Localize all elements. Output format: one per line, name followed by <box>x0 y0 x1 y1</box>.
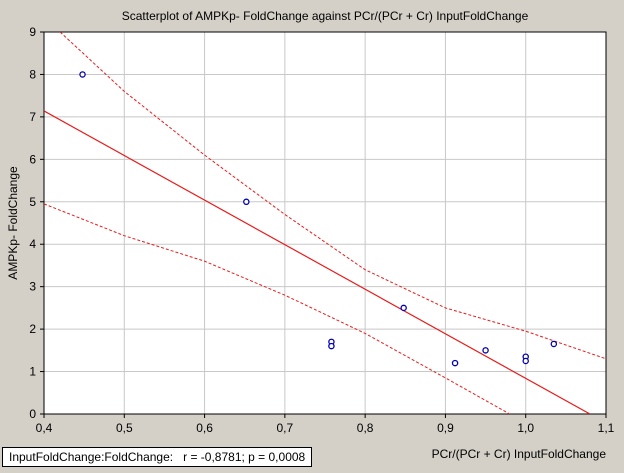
plot-area <box>44 32 606 414</box>
y-tick-label: 4 <box>29 237 36 251</box>
data-point <box>451 359 459 367</box>
x-axis-label: PCr/(PCr + Cr) InputFoldChange <box>432 447 607 461</box>
data-point <box>550 340 558 348</box>
y-tick-label: 8 <box>29 67 36 81</box>
data-point <box>328 342 335 350</box>
data-point <box>522 357 529 365</box>
x-tick-label: 0,7 <box>277 421 294 435</box>
data-point <box>482 347 489 354</box>
y-tick-label: 9 <box>29 25 36 39</box>
regression-line <box>44 110 591 414</box>
y-tick-label: 1 <box>29 365 36 379</box>
data-point <box>243 198 250 206</box>
plot-frame <box>43 31 607 415</box>
y-tick-label: 3 <box>29 280 36 294</box>
x-tick-label: 0,8 <box>357 421 374 435</box>
x-tick-label: 0,5 <box>116 421 133 435</box>
x-tick-label: 1,0 <box>517 421 534 435</box>
x-tick-label: 0,9 <box>437 421 454 435</box>
confidence-band-upper <box>59 32 606 360</box>
y-tick-label: 7 <box>29 110 36 124</box>
y-tick-label: 5 <box>29 195 36 209</box>
x-tick-label: 0,4 <box>36 421 53 435</box>
y-tick-label: 6 <box>29 152 36 166</box>
y-axis-label: AMPKp- FoldChange <box>6 166 20 280</box>
x-tick-label: 1,1 <box>598 421 615 435</box>
stats-box: InputFoldChange:FoldChange: r = -0,8781;… <box>2 447 313 467</box>
chart-title: Scatterplot of AMPKp- FoldChange against… <box>122 9 529 23</box>
data-point <box>79 71 86 78</box>
x-tick-label: 0,6 <box>196 421 213 435</box>
y-tick-label: 2 <box>29 322 36 336</box>
confidence-band-lower <box>44 203 510 414</box>
y-tick-label: 0 <box>29 407 36 421</box>
data-point <box>400 304 407 312</box>
